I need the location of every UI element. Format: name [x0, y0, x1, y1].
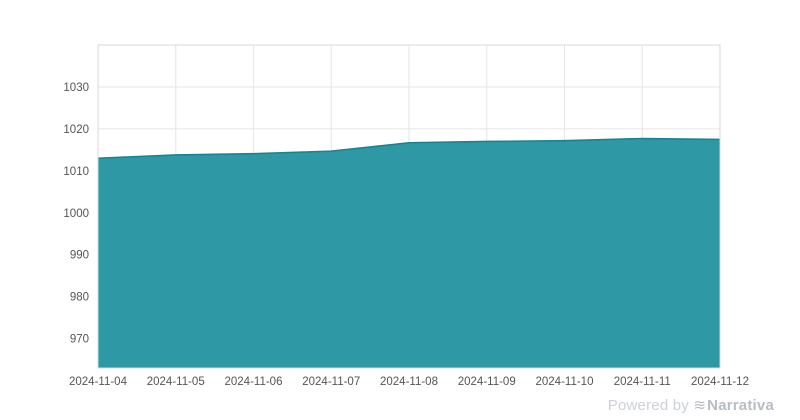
- watermark-brand-text: Narrativa: [707, 397, 774, 414]
- y-axis-tick-label: 1010: [63, 166, 89, 178]
- x-axis-tick-label: 2024-11-08: [380, 376, 438, 388]
- y-axis-tick-label: 970: [70, 334, 89, 346]
- x-axis-tick-label: 2024-11-11: [614, 376, 671, 388]
- y-axis-tick-label: 1000: [63, 208, 89, 220]
- narrativa-wave-icon: ≋: [693, 397, 707, 414]
- chart-canvas: 970 980 990 1000 1010 1020 1030 2024-11-04 2024-…: [63, 44, 749, 388]
- y-axis-tick-label: 1030: [63, 82, 89, 94]
- x-axis-tick-label: 2024-11-12: [691, 376, 749, 388]
- x-axis-tick-label: 2024-11-07: [302, 376, 360, 388]
- y-axis-tick-label: 1020: [63, 124, 89, 136]
- area-chart: 970 980 990 1000 1010 1020 1030 2024-11-04 2024-…: [63, 44, 749, 388]
- x-axis-tick-label: 2024-11-04: [69, 376, 128, 388]
- watermark: Powered by ≋Narrativa: [608, 396, 774, 414]
- y-axis-tick-label: 990: [70, 250, 89, 262]
- x-axis-tick-label: 2024-11-05: [147, 376, 205, 388]
- x-axis-tick-label: 2024-11-09: [458, 376, 516, 388]
- y-axis-tick-label: 980: [70, 292, 89, 304]
- x-axis-tick-label: 2024-11-06: [225, 376, 283, 388]
- x-axis-tick-label: 2024-11-10: [536, 376, 594, 388]
- watermark-prefix-text: Powered by: [607, 397, 694, 414]
